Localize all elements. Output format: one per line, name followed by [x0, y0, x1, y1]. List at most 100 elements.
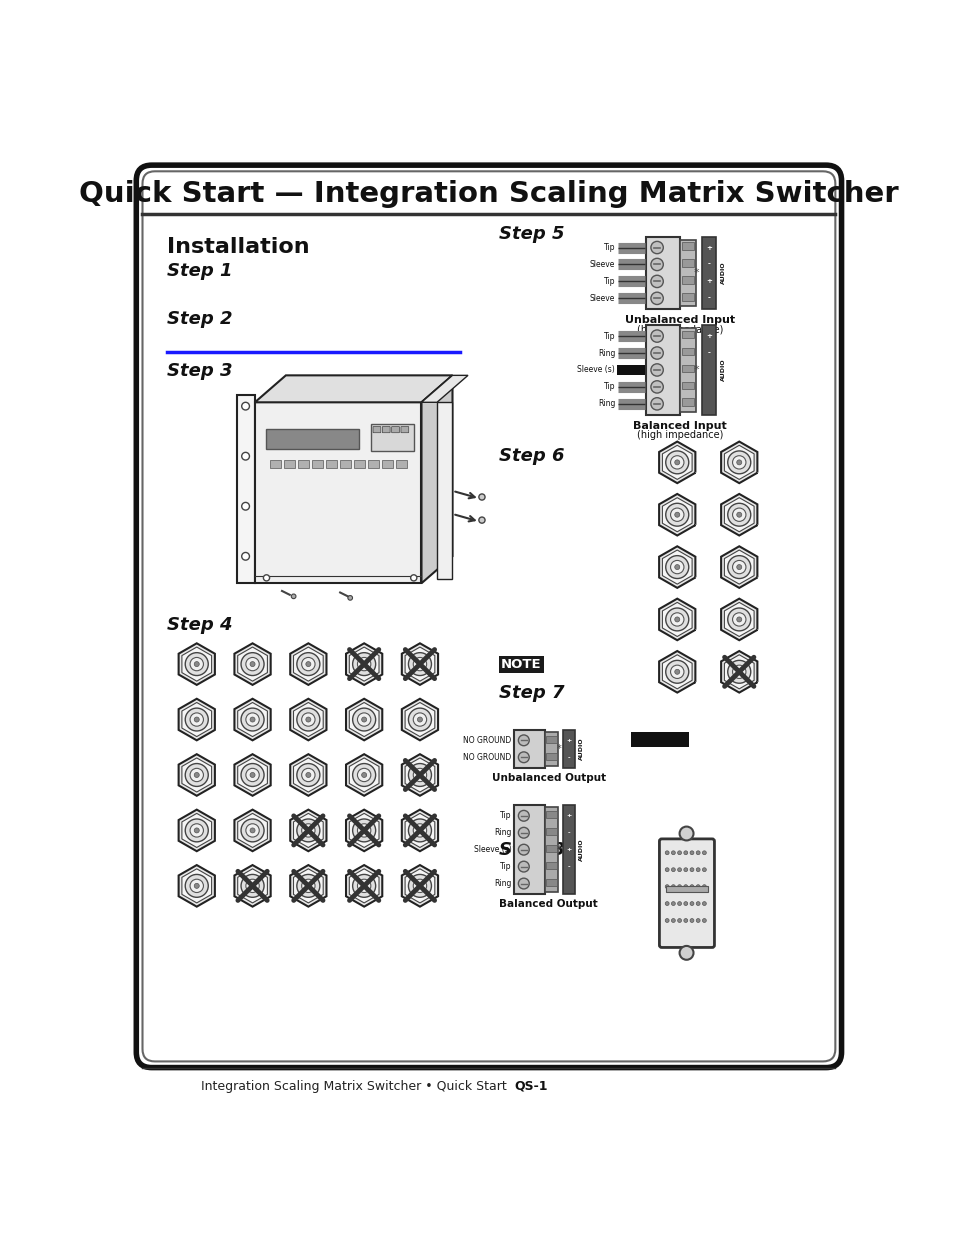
Circle shape	[306, 827, 311, 832]
Polygon shape	[294, 814, 323, 847]
Polygon shape	[237, 647, 267, 682]
FancyBboxPatch shape	[382, 426, 390, 432]
Circle shape	[410, 574, 416, 580]
Polygon shape	[723, 498, 753, 532]
Circle shape	[417, 827, 422, 832]
Polygon shape	[720, 546, 757, 588]
Text: Step 4: Step 4	[167, 616, 233, 635]
Text: Ring: Ring	[598, 348, 615, 357]
Circle shape	[357, 879, 371, 893]
FancyBboxPatch shape	[681, 293, 694, 300]
Text: +: +	[565, 737, 571, 742]
Text: +: +	[705, 278, 711, 284]
Circle shape	[727, 504, 750, 526]
FancyBboxPatch shape	[645, 325, 679, 415]
Circle shape	[241, 652, 264, 676]
FancyBboxPatch shape	[136, 165, 841, 1067]
Circle shape	[353, 708, 375, 731]
Circle shape	[683, 902, 687, 905]
FancyBboxPatch shape	[498, 656, 543, 673]
Polygon shape	[661, 550, 691, 584]
Circle shape	[517, 752, 529, 763]
Circle shape	[665, 556, 688, 578]
FancyBboxPatch shape	[514, 730, 545, 768]
Text: (high impedance): (high impedance)	[637, 325, 722, 335]
FancyBboxPatch shape	[546, 862, 557, 869]
Polygon shape	[346, 810, 382, 851]
Circle shape	[357, 713, 371, 726]
FancyBboxPatch shape	[546, 752, 557, 760]
Circle shape	[670, 613, 683, 626]
FancyBboxPatch shape	[368, 461, 378, 468]
Circle shape	[185, 652, 208, 676]
Circle shape	[361, 662, 366, 667]
Circle shape	[417, 718, 422, 722]
Text: Ring: Ring	[494, 879, 511, 888]
Circle shape	[408, 819, 431, 842]
Circle shape	[306, 718, 311, 722]
Polygon shape	[290, 810, 326, 851]
Text: Sleeve (s): Sleeve (s)	[473, 845, 511, 855]
Polygon shape	[346, 864, 382, 906]
Polygon shape	[661, 655, 691, 689]
Polygon shape	[234, 699, 271, 740]
Polygon shape	[237, 868, 267, 903]
Circle shape	[671, 902, 675, 905]
Circle shape	[689, 919, 693, 923]
Circle shape	[241, 552, 249, 561]
Circle shape	[413, 713, 426, 726]
Text: *: *	[693, 366, 699, 375]
Polygon shape	[254, 375, 452, 403]
Circle shape	[665, 504, 688, 526]
Circle shape	[306, 662, 311, 667]
Polygon shape	[237, 703, 267, 736]
Text: Ring: Ring	[494, 829, 511, 837]
Circle shape	[301, 713, 314, 726]
Circle shape	[650, 258, 662, 270]
Polygon shape	[720, 442, 757, 483]
Circle shape	[650, 398, 662, 410]
Circle shape	[689, 902, 693, 905]
Circle shape	[727, 608, 750, 631]
Polygon shape	[294, 868, 323, 903]
Circle shape	[517, 735, 529, 746]
FancyBboxPatch shape	[701, 325, 716, 415]
FancyBboxPatch shape	[681, 364, 694, 372]
Circle shape	[665, 608, 688, 631]
Polygon shape	[294, 758, 323, 792]
Circle shape	[650, 293, 662, 305]
Circle shape	[241, 503, 249, 510]
Circle shape	[246, 768, 259, 782]
Polygon shape	[290, 755, 326, 795]
Circle shape	[241, 819, 264, 842]
Polygon shape	[401, 699, 437, 740]
FancyBboxPatch shape	[266, 430, 359, 448]
Circle shape	[361, 772, 366, 778]
Polygon shape	[661, 446, 691, 479]
Circle shape	[689, 868, 693, 872]
Circle shape	[413, 824, 426, 837]
Circle shape	[732, 666, 745, 678]
Circle shape	[674, 618, 679, 622]
Circle shape	[664, 851, 668, 855]
Circle shape	[306, 883, 311, 888]
Polygon shape	[178, 643, 214, 685]
FancyBboxPatch shape	[514, 805, 545, 894]
Text: Tip: Tip	[603, 243, 615, 252]
Circle shape	[665, 451, 688, 474]
Polygon shape	[290, 864, 326, 906]
FancyBboxPatch shape	[681, 259, 694, 267]
Polygon shape	[720, 651, 757, 693]
Circle shape	[650, 364, 662, 377]
Polygon shape	[405, 703, 435, 736]
Circle shape	[250, 772, 254, 778]
Text: Tip: Tip	[603, 331, 615, 341]
Text: (high impedance): (high impedance)	[637, 430, 722, 440]
Circle shape	[671, 851, 675, 855]
Circle shape	[650, 347, 662, 359]
Polygon shape	[723, 550, 753, 584]
Circle shape	[361, 827, 366, 832]
Text: Tip: Tip	[499, 862, 511, 871]
Circle shape	[650, 380, 662, 393]
Circle shape	[670, 456, 683, 469]
